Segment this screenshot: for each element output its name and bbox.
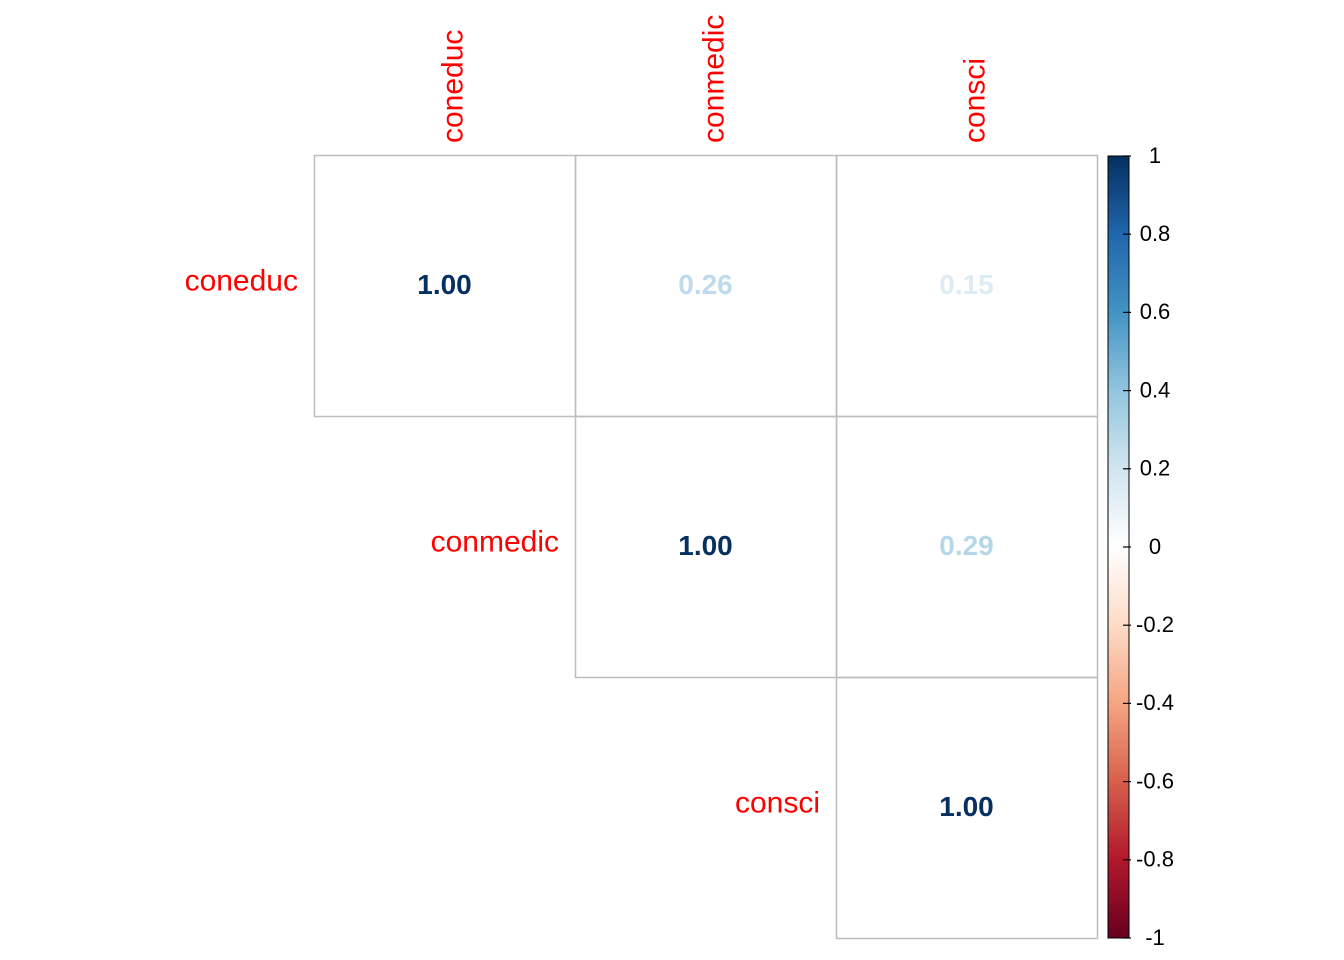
cell-value-conmedic-consci: 0.29: [939, 530, 994, 561]
colorbar-tick-label: -0.6: [1136, 768, 1174, 793]
colorbar-tick-label: 0.6: [1140, 299, 1171, 324]
row-label-conmedic: conmedic: [431, 525, 559, 558]
colorbar-tick-label: 0.2: [1140, 456, 1171, 481]
colorbar-tick-label: -0.2: [1136, 612, 1174, 637]
cell-value-consci-consci: 1.00: [939, 791, 994, 822]
row-label-coneduc: coneduc: [185, 264, 298, 297]
colorbar-tick-label: 0: [1149, 534, 1161, 559]
cell-value-coneduc-coneduc: 1.00: [417, 269, 472, 300]
column-label-coneduc: coneduc: [436, 30, 469, 143]
cell-value-conmedic-conmedic: 1.00: [678, 530, 733, 561]
row-label-consci: consci: [735, 786, 820, 819]
cell-value-coneduc-consci: 0.15: [939, 269, 994, 300]
colorbar-tick-label: -0.8: [1136, 847, 1174, 872]
cell-value-coneduc-conmedic: 0.26: [678, 269, 733, 300]
colorbar-legend: 1 0.8 0.6 0.4 0.2 0 -0.2 -0.4 -0.6 -0.8 -1: [1107, 143, 1174, 950]
colorbar-tick-label: 1: [1149, 143, 1161, 168]
colorbar-tick-label: -0.4: [1136, 690, 1174, 715]
column-labels: coneduc conmedic consci: [436, 15, 991, 143]
colorbar-tick-label: -1: [1145, 925, 1165, 950]
colorbar-tick-label: 0.4: [1140, 377, 1171, 402]
row-labels: coneduc conmedic consci: [185, 264, 820, 819]
column-label-consci: consci: [958, 58, 991, 143]
cell-border-consci-consci: [835, 676, 1099, 940]
colorbar-tick-label: 0.8: [1140, 221, 1171, 246]
correlation-cells: 1.00 0.26 0.15 1.00 0.29 1.00: [313, 154, 1099, 940]
column-label-conmedic: conmedic: [697, 15, 730, 143]
